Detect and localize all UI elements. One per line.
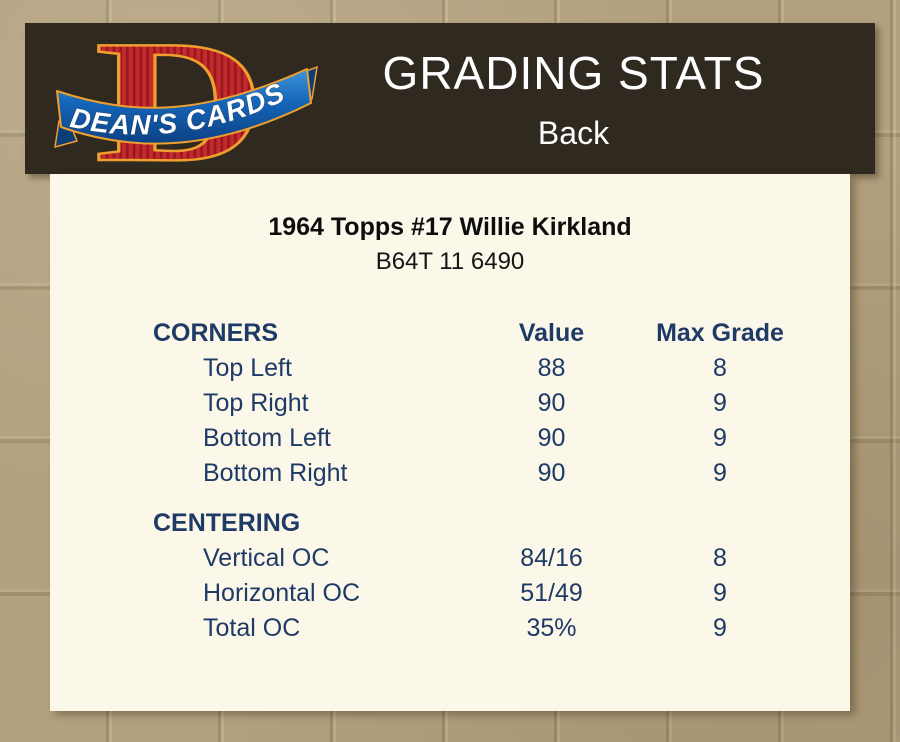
stat-row-top-left: Top Left 88 8 (153, 351, 790, 386)
stats-table: CORNERS Value Max Grade Top Left 88 8 To… (153, 316, 790, 646)
row-label: Top Right (203, 389, 309, 417)
stat-row-vertical-oc: Vertical OC 84/16 8 (153, 541, 790, 576)
stat-value: 90 (537, 389, 566, 417)
stat-row-horizontal-oc: Horizontal OC 51/49 9 (153, 576, 790, 611)
row-label: Horizontal OC (203, 579, 360, 607)
stat-value: 35% (526, 614, 577, 642)
row-label: Total OC (203, 614, 301, 642)
centering-header-row: CENTERING (153, 506, 790, 541)
row-label: Bottom Right (203, 459, 348, 487)
stat-max: 9 (713, 459, 727, 487)
stat-max: 9 (713, 614, 727, 642)
deans-cards-logo: D DEAN'S CARDS (54, 2, 318, 199)
stat-value: 90 (537, 459, 566, 487)
row-label: Vertical OC (203, 544, 330, 572)
stat-row-bottom-right: Bottom Right 90 9 (153, 456, 790, 491)
stat-max: 8 (713, 544, 727, 572)
corners-header-row: CORNERS Value Max Grade (153, 316, 790, 351)
column-header-max-grade: Max Grade (656, 319, 784, 347)
row-label: Bottom Left (203, 424, 331, 452)
stat-row-total-oc: Total OC 35% 9 (153, 611, 790, 646)
stat-value: 88 (537, 354, 566, 382)
stat-max: 9 (713, 424, 727, 452)
stat-max: 9 (713, 389, 727, 417)
stat-value: 84/16 (520, 544, 583, 572)
header-titles: GRADING STATS Back (317, 47, 875, 151)
stat-row-bottom-left: Bottom Left 90 9 (153, 421, 790, 456)
section-label-centering: CENTERING (153, 509, 301, 537)
stat-row-top-right: Top Right 90 9 (153, 386, 790, 421)
column-header-value: Value (518, 319, 585, 347)
card-title: 1964 Topps #17 Willie Kirkland (268, 213, 632, 241)
header-bar: D DEAN'S CARDS GRADING STATS Back (25, 2, 875, 199)
page-title: GRADING STATS (382, 46, 765, 99)
stat-value: 90 (537, 424, 566, 452)
card-side-label: Back (537, 114, 610, 151)
row-label: Top Left (203, 354, 292, 382)
section-label-corners: CORNERS (153, 319, 279, 347)
card-certification-code: B64T 11 6490 (375, 248, 525, 275)
logo-ribbon-band (56, 67, 312, 145)
stat-max: 8 (713, 354, 727, 382)
stat-max: 9 (713, 579, 727, 607)
stats-panel: 1964 Topps #17 Willie Kirkland B64T 11 6… (50, 174, 850, 711)
stat-value: 51/49 (520, 579, 583, 607)
